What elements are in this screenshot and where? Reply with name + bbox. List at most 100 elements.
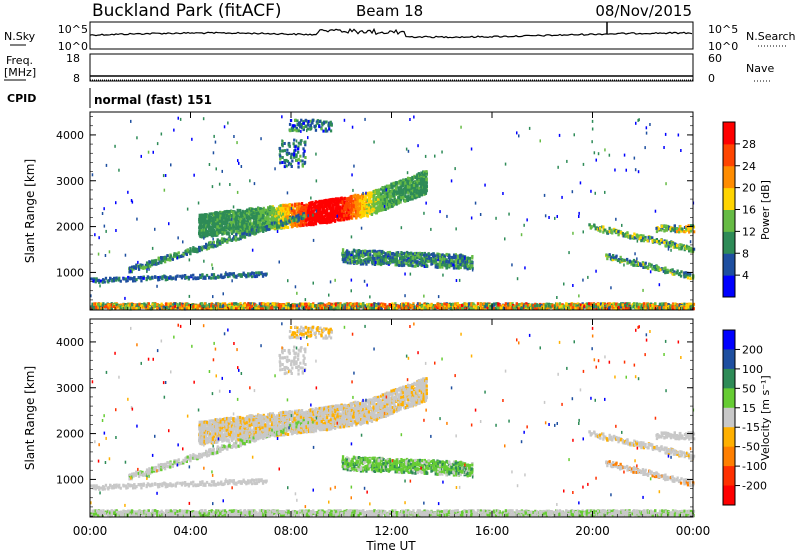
power-cell [371, 261, 373, 264]
power-cell [224, 302, 226, 305]
power-cell [252, 211, 254, 214]
power-cell [412, 257, 414, 260]
power-cell [350, 216, 352, 219]
power-cell [391, 186, 393, 189]
power-cell [282, 213, 284, 216]
power-cell [255, 307, 257, 310]
power-cell [432, 260, 434, 263]
power-cell [432, 253, 434, 256]
power-cell [430, 263, 432, 266]
power-cell [246, 230, 248, 233]
power-cell [461, 304, 463, 307]
power-cell [416, 260, 418, 263]
noise-search-label: N.Search [746, 30, 796, 43]
power-cell [225, 217, 227, 220]
power-cell [228, 238, 230, 241]
power-cell [253, 217, 255, 220]
power-cell [244, 304, 246, 307]
power-cell [209, 241, 211, 244]
power-cell [203, 305, 205, 308]
power-cell [371, 213, 373, 216]
power-cell [396, 258, 398, 261]
power-cell [384, 303, 386, 306]
power-cell [293, 219, 295, 222]
beam-label: Beam 18 [356, 2, 423, 20]
power-cell [293, 212, 295, 215]
freq-left-tick-bottom: 8 [73, 72, 80, 85]
power-cell [445, 260, 447, 263]
power-cell [297, 214, 299, 217]
power-cell [224, 238, 226, 241]
power-cell [169, 259, 171, 262]
power-cell [417, 264, 419, 267]
power-cell [418, 256, 420, 259]
power-cell [387, 261, 389, 264]
power-cell [278, 303, 280, 306]
power-cell [312, 304, 314, 307]
power-cell [384, 198, 386, 201]
power-cell [350, 196, 352, 199]
power-cell [353, 258, 355, 261]
power-cell [348, 211, 350, 214]
power-cell [359, 305, 361, 308]
power-cell [291, 225, 293, 228]
power-cell [289, 203, 291, 206]
power-cell [232, 224, 234, 227]
power-cell [471, 257, 473, 260]
power-cell [278, 215, 280, 218]
power-cell [375, 198, 377, 201]
power-cell [337, 197, 339, 200]
power-cell [216, 241, 218, 244]
power-cell [306, 224, 308, 227]
power-cell [404, 194, 406, 197]
power-cell [244, 218, 246, 221]
power-cell [179, 306, 181, 309]
power-cell [426, 185, 428, 188]
power-cell [155, 259, 157, 262]
power-cell [371, 192, 373, 195]
power-cell [380, 262, 382, 265]
power-cell [282, 209, 284, 212]
power-cell [249, 304, 251, 307]
power-cell [366, 214, 368, 217]
power-cell [262, 216, 264, 219]
power-cell [351, 256, 353, 259]
power-cell [255, 224, 257, 227]
power-cell [439, 266, 441, 269]
power-cell [377, 193, 379, 196]
power-cell [196, 249, 198, 252]
power-cell [240, 213, 242, 216]
power-cell [278, 225, 280, 228]
power-cell [280, 204, 282, 207]
power-cell [296, 209, 298, 212]
power-cell [426, 178, 428, 181]
power-cell [198, 246, 200, 249]
nave-right-tick-bottom: 0 [708, 72, 715, 85]
power-cell [326, 221, 328, 224]
power-cell [95, 306, 97, 309]
power-cell [249, 233, 251, 236]
power-cell [212, 245, 214, 248]
power-cell [329, 204, 331, 207]
power-cell [471, 264, 473, 267]
power-cell [307, 211, 309, 214]
power-cell [246, 223, 248, 226]
power-cell [189, 252, 191, 255]
power-cell [144, 304, 146, 307]
power-cell [403, 264, 405, 267]
power-cell [371, 307, 373, 310]
power-cell [377, 201, 379, 204]
power-cell [369, 306, 371, 309]
power-cell [411, 184, 413, 187]
power-cell [374, 257, 376, 260]
power-cell [446, 306, 448, 309]
power-cell [381, 250, 383, 253]
power-cell [230, 230, 232, 233]
power-cell [259, 223, 261, 226]
nave-right-tick-top: 60 [708, 52, 722, 65]
power-cell [213, 241, 215, 244]
power-cell [267, 302, 269, 305]
power-cell [156, 307, 158, 310]
power-cell [310, 205, 312, 208]
noise-sky-trace [90, 22, 692, 38]
